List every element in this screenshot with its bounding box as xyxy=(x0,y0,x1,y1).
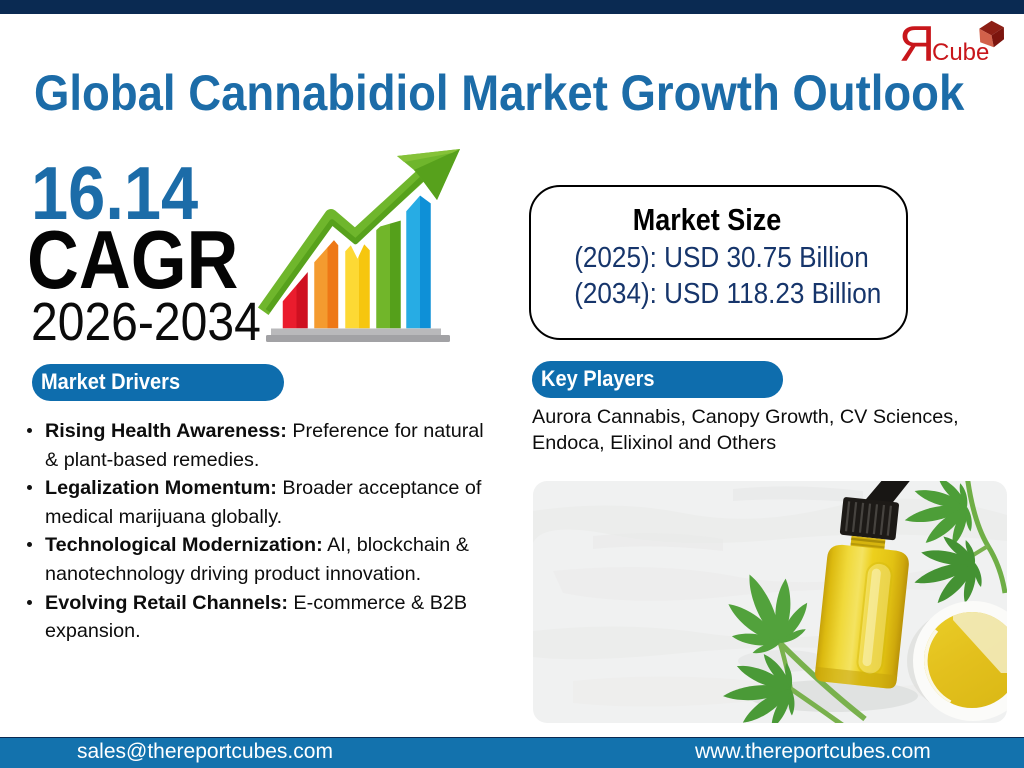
svg-text:Cube: Cube xyxy=(932,39,989,64)
svg-text:R: R xyxy=(899,18,935,64)
